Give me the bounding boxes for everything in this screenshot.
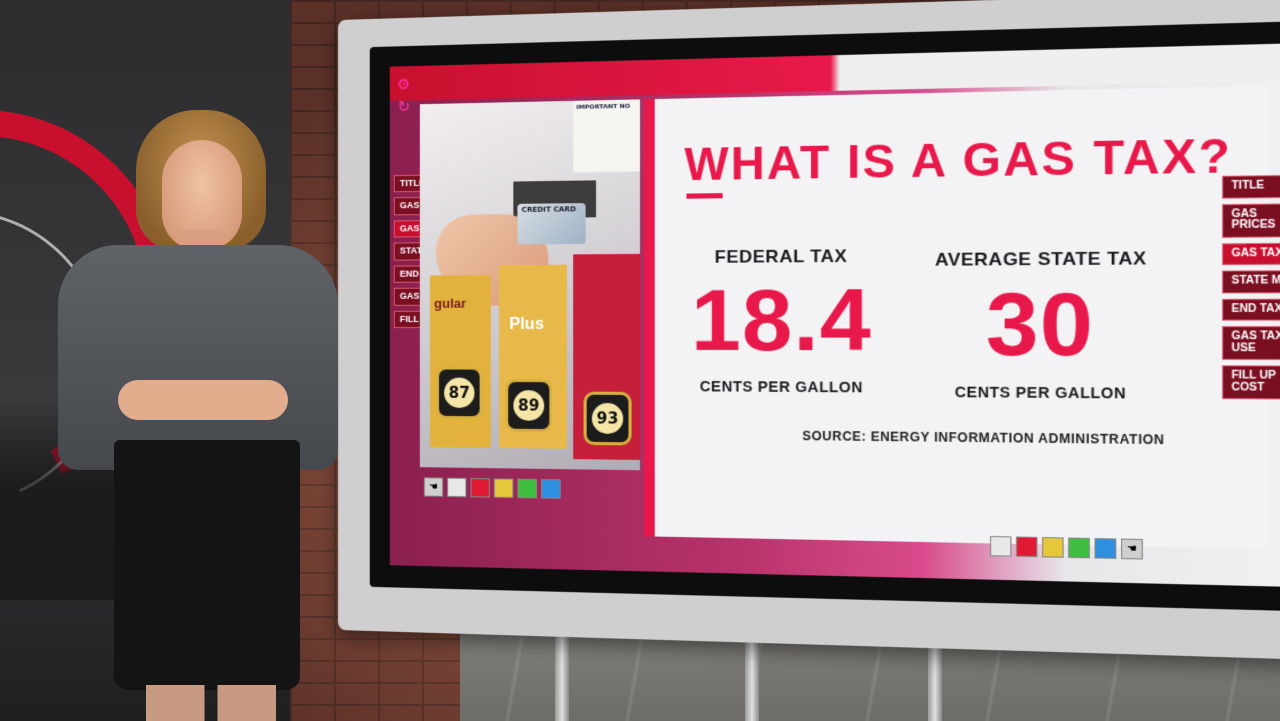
color-swatch[interactable] (990, 536, 1011, 557)
headline: WHAT IS A GAS TAX? (684, 130, 1232, 192)
color-swatch[interactable] (1068, 538, 1090, 559)
pump-nozzle: 87 (436, 366, 483, 419)
presenter-skirt (114, 440, 300, 690)
gas-pump-photo: IMPORTANT NO CREDIT CARD gular Plus 87 8… (420, 99, 640, 470)
pump-nozzle: 89 (505, 379, 552, 432)
state-tax-value: 30 (916, 278, 1166, 369)
state-tax-unit: CENTS PER GALLON (916, 383, 1166, 402)
federal-tax-label: FEDERAL TAX (684, 246, 878, 268)
menu-item-end-tax[interactable]: END TAX (1222, 298, 1280, 321)
hand-icon[interactable]: ☚ (424, 477, 443, 496)
grade-label: Plus (509, 316, 544, 334)
hand-icon[interactable]: ☚ (1121, 539, 1143, 560)
credit-card: CREDIT CARD (517, 203, 585, 245)
federal-tax-value: 18.4 (684, 275, 878, 364)
right-menu: TITLE GAS PRICES GAS TAX STATE MAP END TAX GA… (1222, 175, 1280, 400)
color-swatch[interactable] (447, 478, 466, 498)
refresh-icon[interactable]: ↻ (396, 98, 412, 114)
color-palette-right: ☚ (990, 536, 1143, 560)
color-swatch[interactable] (470, 478, 489, 498)
federal-tax-unit: CENTS PER GALLON (684, 378, 878, 396)
menu-item-title[interactable]: TITLE (1222, 175, 1280, 199)
monitor-bezel: ⚙ ↻ TITLE GAS PRICES GAS TAX STATE MAP END T… (370, 20, 1280, 612)
touchscreen-monitor: ⚙ ↻ TITLE GAS PRICES GAS TAX STATE MAP END T… (338, 0, 1280, 662)
menu-item-gas-tax[interactable]: GAS TAX (1222, 242, 1280, 265)
menu-item-gas-prices[interactable]: GAS PRICES (1222, 203, 1280, 238)
state-tax-block: AVERAGE STATE TAX 30 CENTS PER GALLON (916, 248, 1166, 402)
presenter-hands (118, 380, 288, 420)
color-swatch[interactable] (1016, 536, 1038, 557)
news-presenter (58, 110, 338, 721)
gear-icon[interactable]: ⚙ (396, 76, 412, 92)
menu-item-fill-up-cost[interactable]: FILL UP COST (1222, 365, 1280, 399)
presenter-blouse (58, 245, 338, 470)
menu-item-state-map[interactable]: STATE MAP (1222, 270, 1280, 293)
menu-item-gas-tax-use[interactable]: GAS TAX USE (1222, 326, 1280, 360)
state-tax-label: AVERAGE STATE TAX (916, 248, 1166, 271)
grade-label: gular (434, 296, 466, 311)
color-swatch[interactable] (494, 478, 513, 498)
color-swatch[interactable] (1094, 538, 1116, 559)
federal-tax-block: FEDERAL TAX 18.4 CENTS PER GALLON (684, 246, 878, 396)
color-palette-left: ☚ (424, 477, 561, 498)
color-swatch[interactable] (541, 479, 561, 499)
touchscreen-display[interactable]: ⚙ ↻ TITLE GAS PRICES GAS TAX STATE MAP END T… (390, 43, 1280, 587)
pump-nozzle: 93 (584, 392, 632, 446)
color-swatch[interactable] (517, 479, 537, 499)
pump-notice: IMPORTANT NO (573, 99, 640, 172)
color-swatch[interactable] (1042, 537, 1064, 558)
